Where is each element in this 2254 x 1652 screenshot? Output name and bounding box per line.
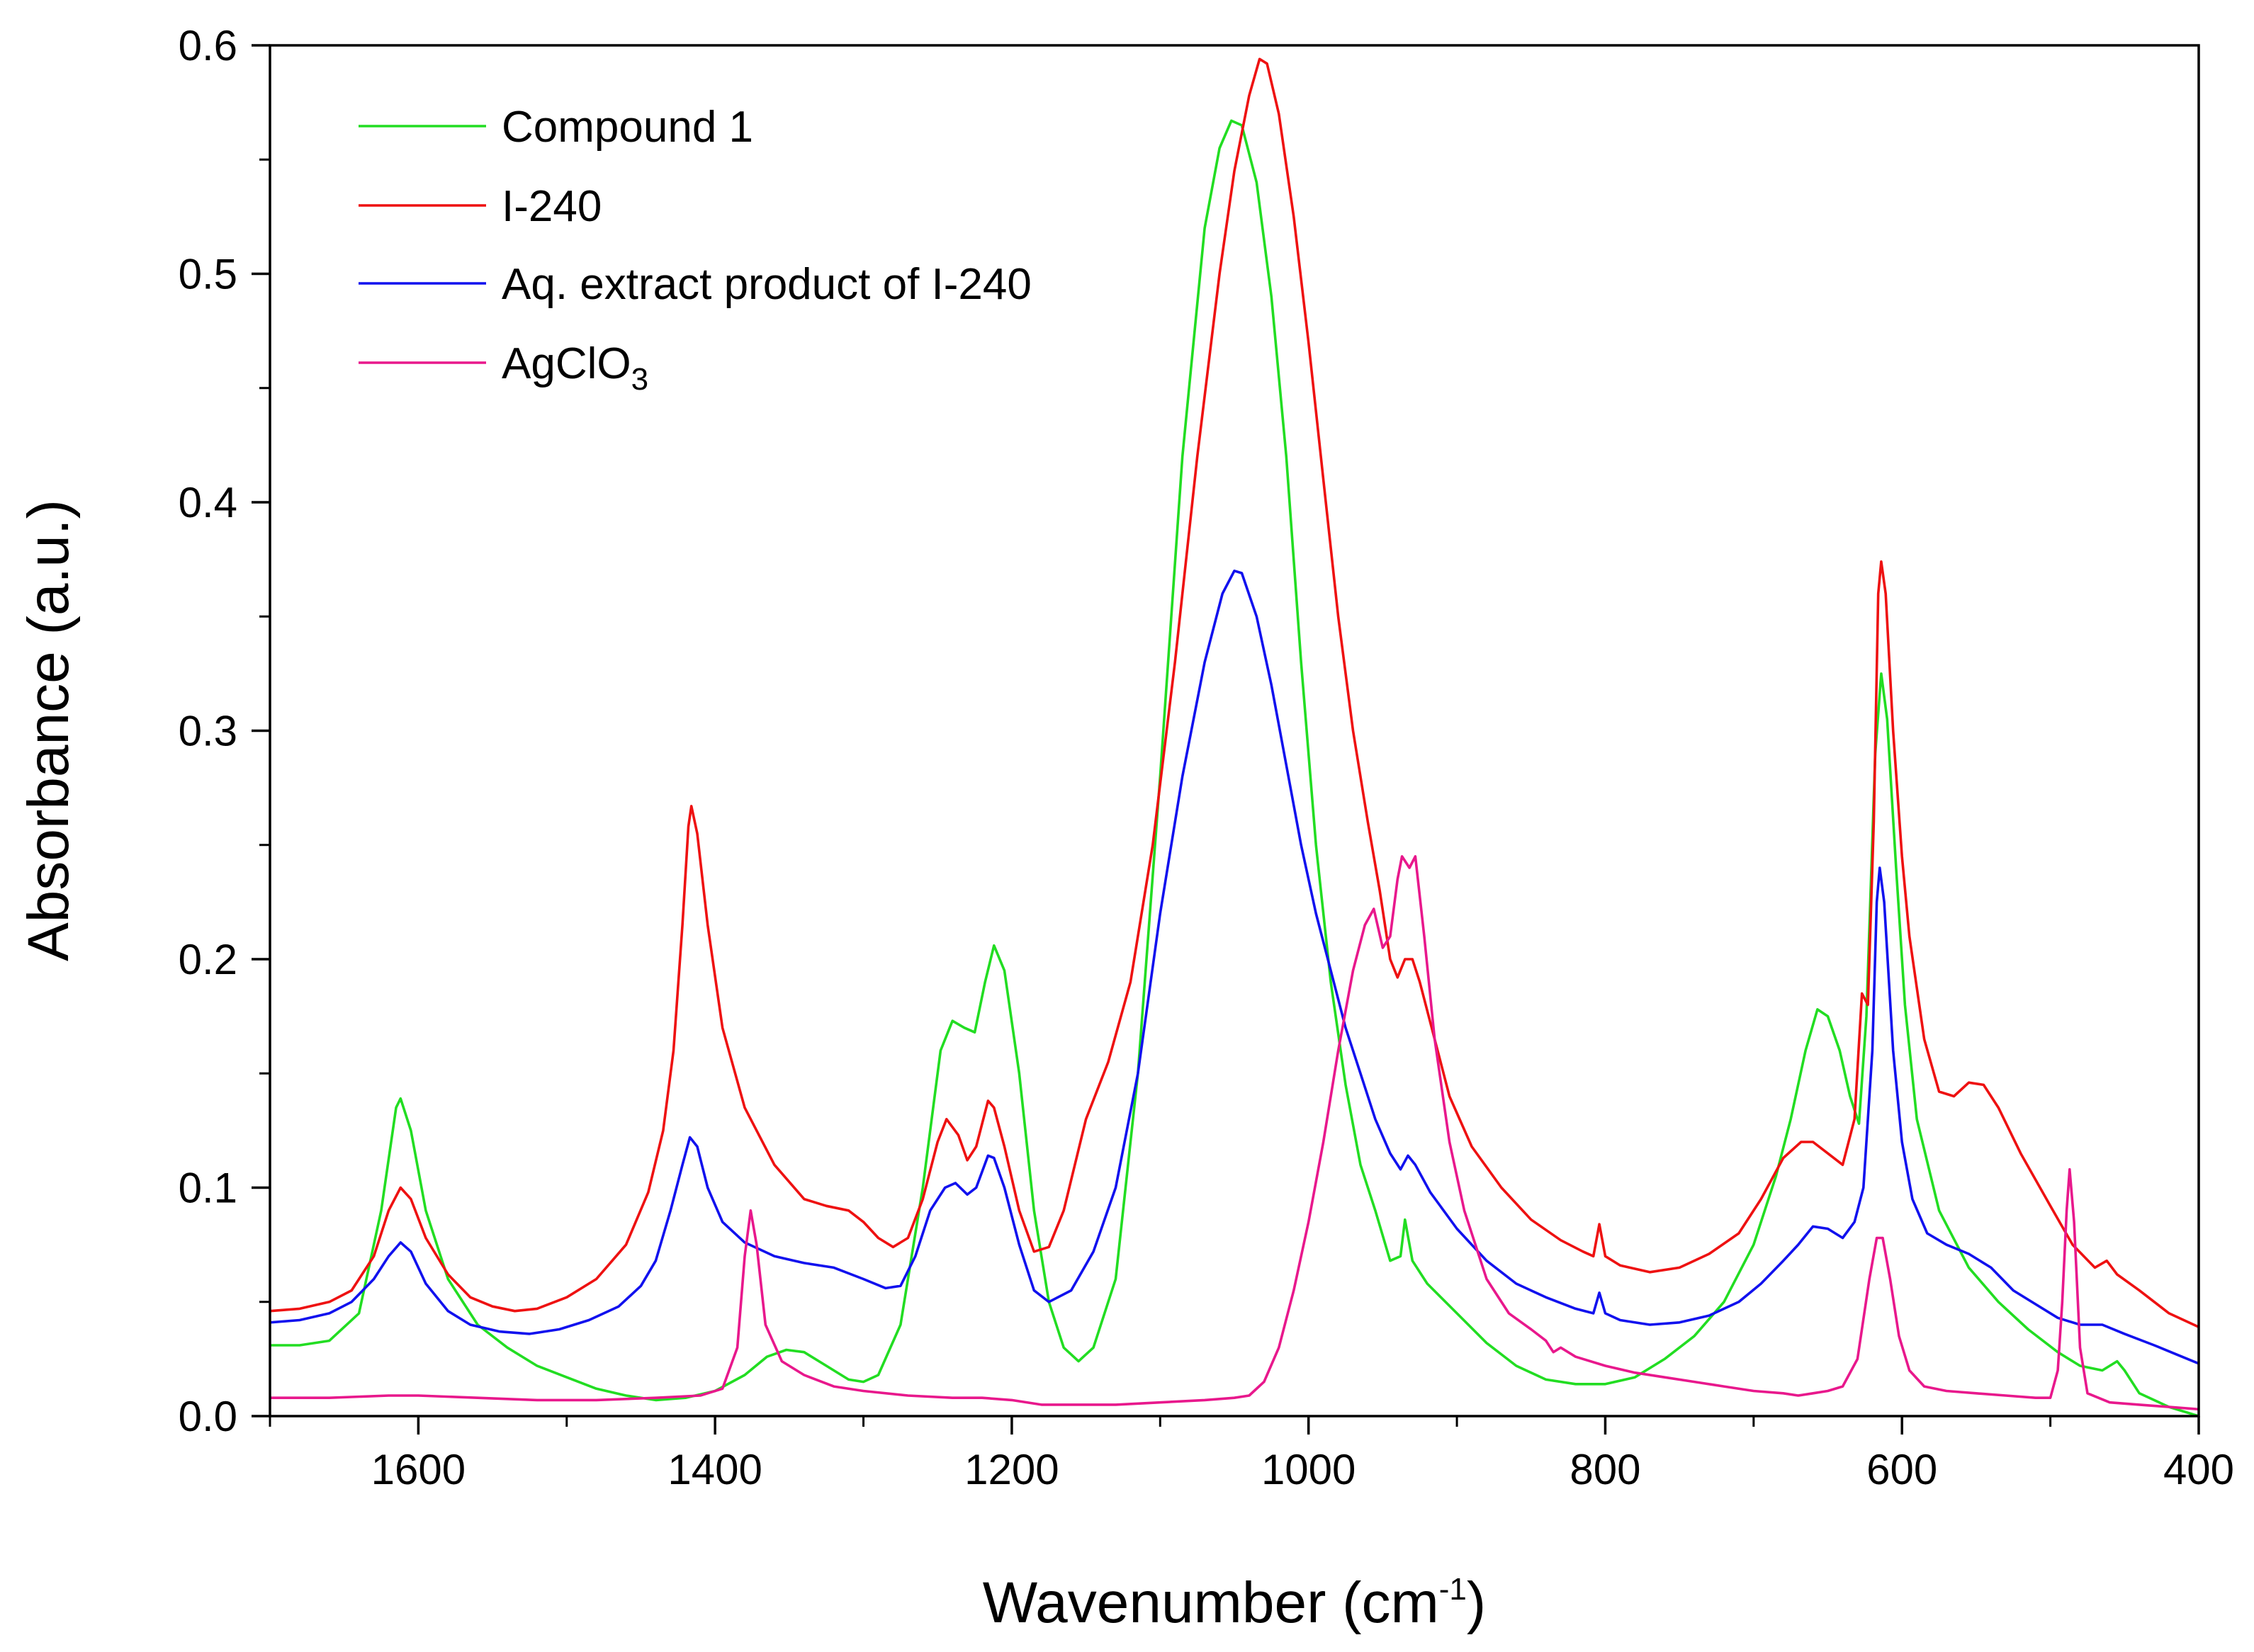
x-axis-title-superscript: -1: [1439, 1572, 1467, 1607]
x-tick-label: 600: [1866, 1446, 1937, 1493]
y-tick-label: 0.6: [179, 22, 237, 69]
y-tick-label: 0.5: [179, 251, 237, 298]
series-layer: [270, 57, 2199, 1416]
legend-label: Compound 1: [502, 103, 753, 152]
x-tick-label: 1200: [964, 1446, 1059, 1493]
x-axis-title: Wavenumber (cm-1): [983, 1571, 1486, 1635]
x-tick-label: 800: [1570, 1446, 1640, 1493]
x-axis-title-main: Wavenumber (cm: [983, 1571, 1439, 1635]
series-line-4: [270, 855, 2199, 1411]
y-axis-title: Absorbance (a.u.): [16, 499, 81, 961]
x-axis-title-close: ): [1467, 1571, 1486, 1635]
y-tick-label: 0.4: [179, 479, 237, 526]
y-tick-label: 0.2: [179, 936, 237, 983]
series-line-3: [270, 570, 2199, 1365]
y-tick-label: 0.0: [179, 1393, 237, 1440]
legend-label: AgClO3: [502, 339, 648, 397]
x-tick-label: 400: [2163, 1446, 2234, 1493]
y-tick-label: 0.3: [179, 708, 237, 755]
series-line-2: [270, 57, 2199, 1328]
x-tick-label: 1600: [371, 1446, 466, 1493]
legend-label: Aq. extract product of I-240: [502, 260, 1032, 309]
x-tick-label: 1000: [1261, 1446, 1356, 1493]
legend-label: I-240: [502, 182, 602, 231]
axis-layer: 1600 1400 1200 1000 800 600 400 0.0 0.1 0.2 0.3 0.4…: [179, 22, 2234, 1493]
legend: Compound 1 I-240 Aq. extract product of I-…: [359, 103, 1032, 397]
x-tick-label: 1400: [667, 1446, 762, 1493]
legend-label-subscript: 3: [631, 362, 648, 397]
y-tick-label: 0.1: [179, 1165, 237, 1212]
